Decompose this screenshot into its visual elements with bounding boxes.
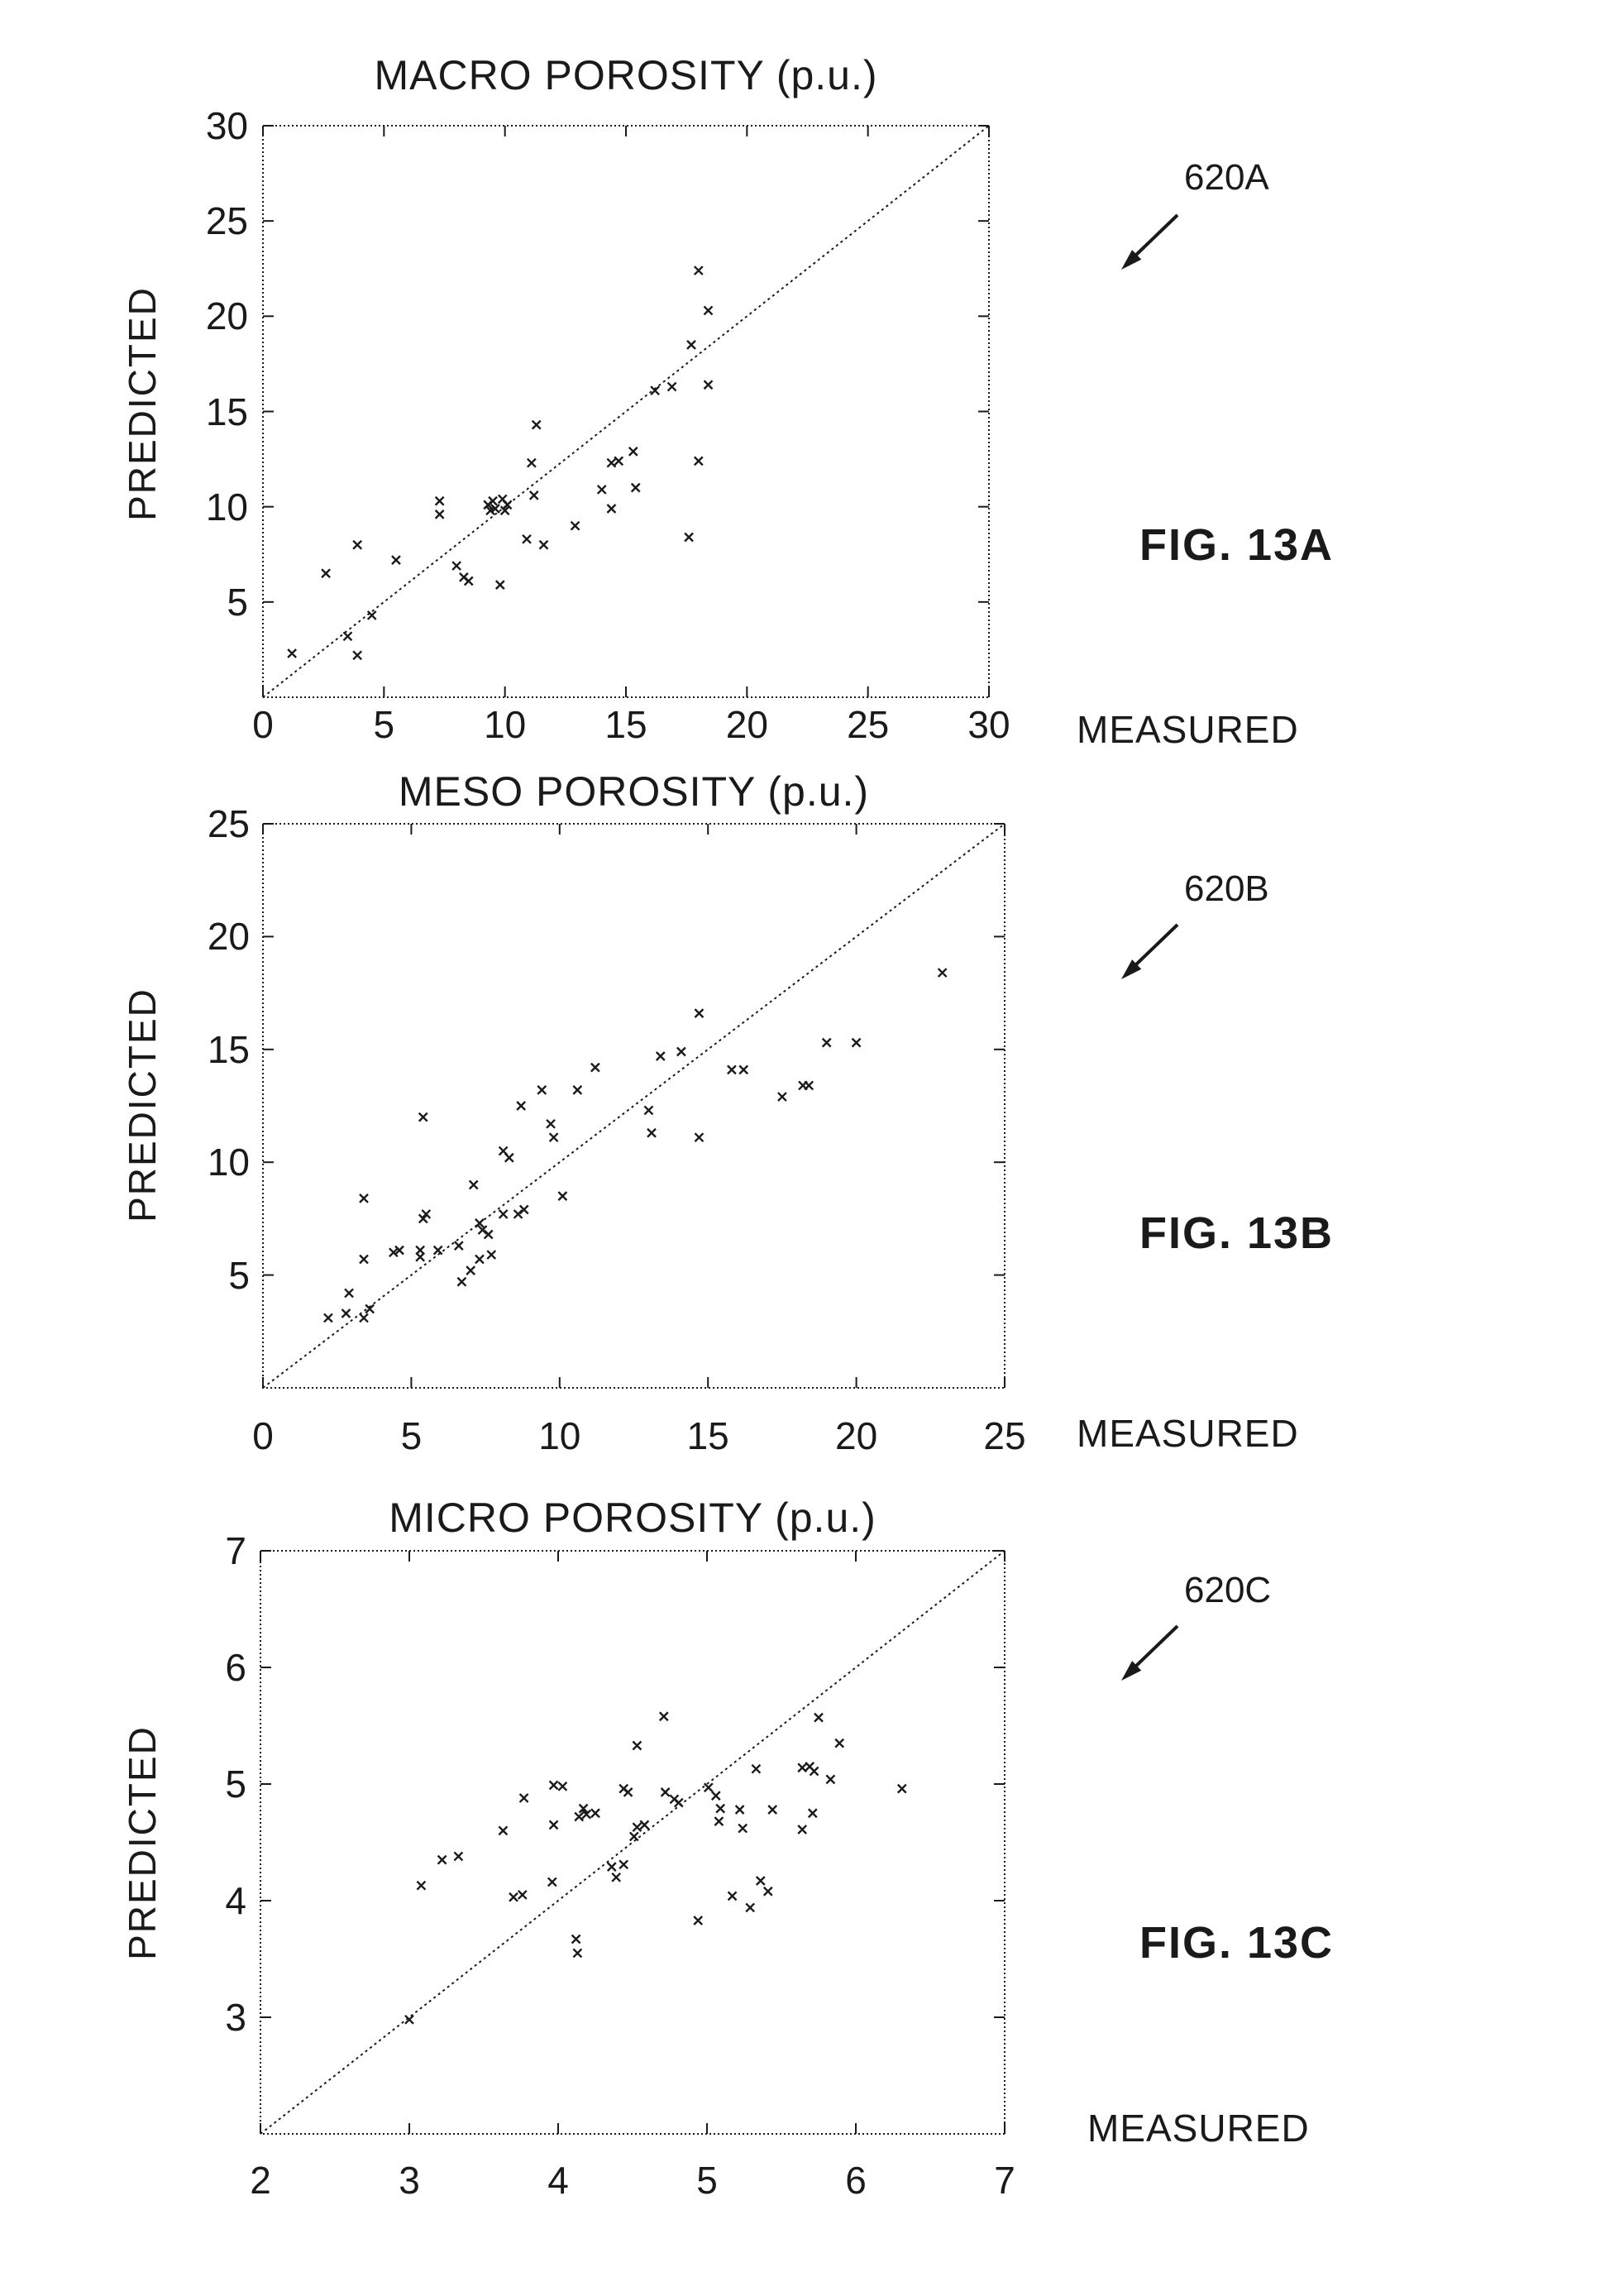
- y-axis-label: PREDICTED: [121, 1725, 164, 1960]
- x-tick-label: 10: [538, 1414, 581, 1457]
- x-tick-label: 4: [547, 2159, 569, 2202]
- scatter-plot: [262, 125, 990, 698]
- scatter-plot: [262, 823, 1005, 1389]
- x-tick-label: 20: [835, 1414, 878, 1457]
- y-tick-label: 25: [207, 802, 250, 845]
- ref-arrow-icon: [1121, 923, 1179, 979]
- chart-title: MESO POROSITY (p.u.): [398, 768, 870, 815]
- fig-caption: FIG. 13A: [1139, 520, 1335, 570]
- x-tick-label: 0: [252, 1414, 274, 1457]
- ref-label: 620A: [1184, 157, 1269, 198]
- x-tick-label: 5: [373, 703, 395, 746]
- y-tick-label: 30: [205, 104, 248, 147]
- chart-title: MACRO POROSITY (p.u.): [374, 52, 878, 98]
- x-tick-label: 25: [983, 1414, 1026, 1457]
- y-tick-label: 5: [227, 580, 248, 624]
- x-tick-label: 15: [604, 703, 647, 746]
- chart-title: MICRO POROSITY (p.u.): [389, 1495, 876, 1541]
- x-tick-label: 15: [686, 1414, 729, 1457]
- y-tick-label: 25: [205, 199, 248, 243]
- x-tick-label: 20: [725, 703, 768, 746]
- ref-arrow-icon: [1121, 1624, 1179, 1681]
- fig-caption: FIG. 13B: [1139, 1208, 1335, 1258]
- y-tick-label: 15: [207, 1027, 250, 1071]
- fig-caption: FIG. 13C: [1139, 1918, 1335, 1968]
- ref-label: 620B: [1184, 868, 1269, 909]
- y-tick-label: 20: [207, 915, 250, 959]
- x-tick-label: 5: [696, 2159, 718, 2202]
- scatter-points: [323, 968, 948, 1323]
- scatter-points: [287, 265, 714, 661]
- x-tick-label: 7: [994, 2159, 1015, 2202]
- x-tick-label: 6: [845, 2159, 867, 2202]
- x-tick-label: 5: [400, 1414, 423, 1457]
- scatter-plot: [260, 1550, 1005, 2135]
- x-tick-label: 30: [967, 703, 1010, 746]
- y-tick-label: 3: [225, 1996, 246, 2039]
- x-tick-label: 2: [250, 2159, 271, 2202]
- ref-label: 620C: [1184, 1570, 1272, 1610]
- y-tick-label: 6: [225, 1646, 246, 1689]
- y-tick-label: 10: [207, 1141, 250, 1184]
- x-tick-label: 0: [252, 703, 274, 746]
- x-tick-label: 10: [484, 703, 527, 746]
- y-tick-label: 15: [205, 390, 248, 433]
- x-axis-label: MEASURED: [1087, 2107, 1310, 2150]
- x-axis-label: MEASURED: [1077, 708, 1299, 751]
- x-tick-label: 3: [399, 2159, 420, 2202]
- y-tick-label: 4: [225, 1879, 246, 1922]
- y-tick-label: 10: [205, 485, 248, 529]
- x-tick-label: 25: [847, 703, 890, 746]
- y-tick-label: 7: [225, 1529, 246, 1572]
- x-axis-label: MEASURED: [1077, 1412, 1299, 1455]
- y-tick-label: 20: [205, 294, 248, 338]
- y-tick-label: 5: [228, 1253, 250, 1297]
- y-axis-label: PREDICTED: [121, 988, 164, 1222]
- ref-arrow-icon: [1121, 213, 1179, 270]
- y-tick-label: 5: [225, 1763, 246, 1806]
- scatter-points: [404, 1711, 907, 2025]
